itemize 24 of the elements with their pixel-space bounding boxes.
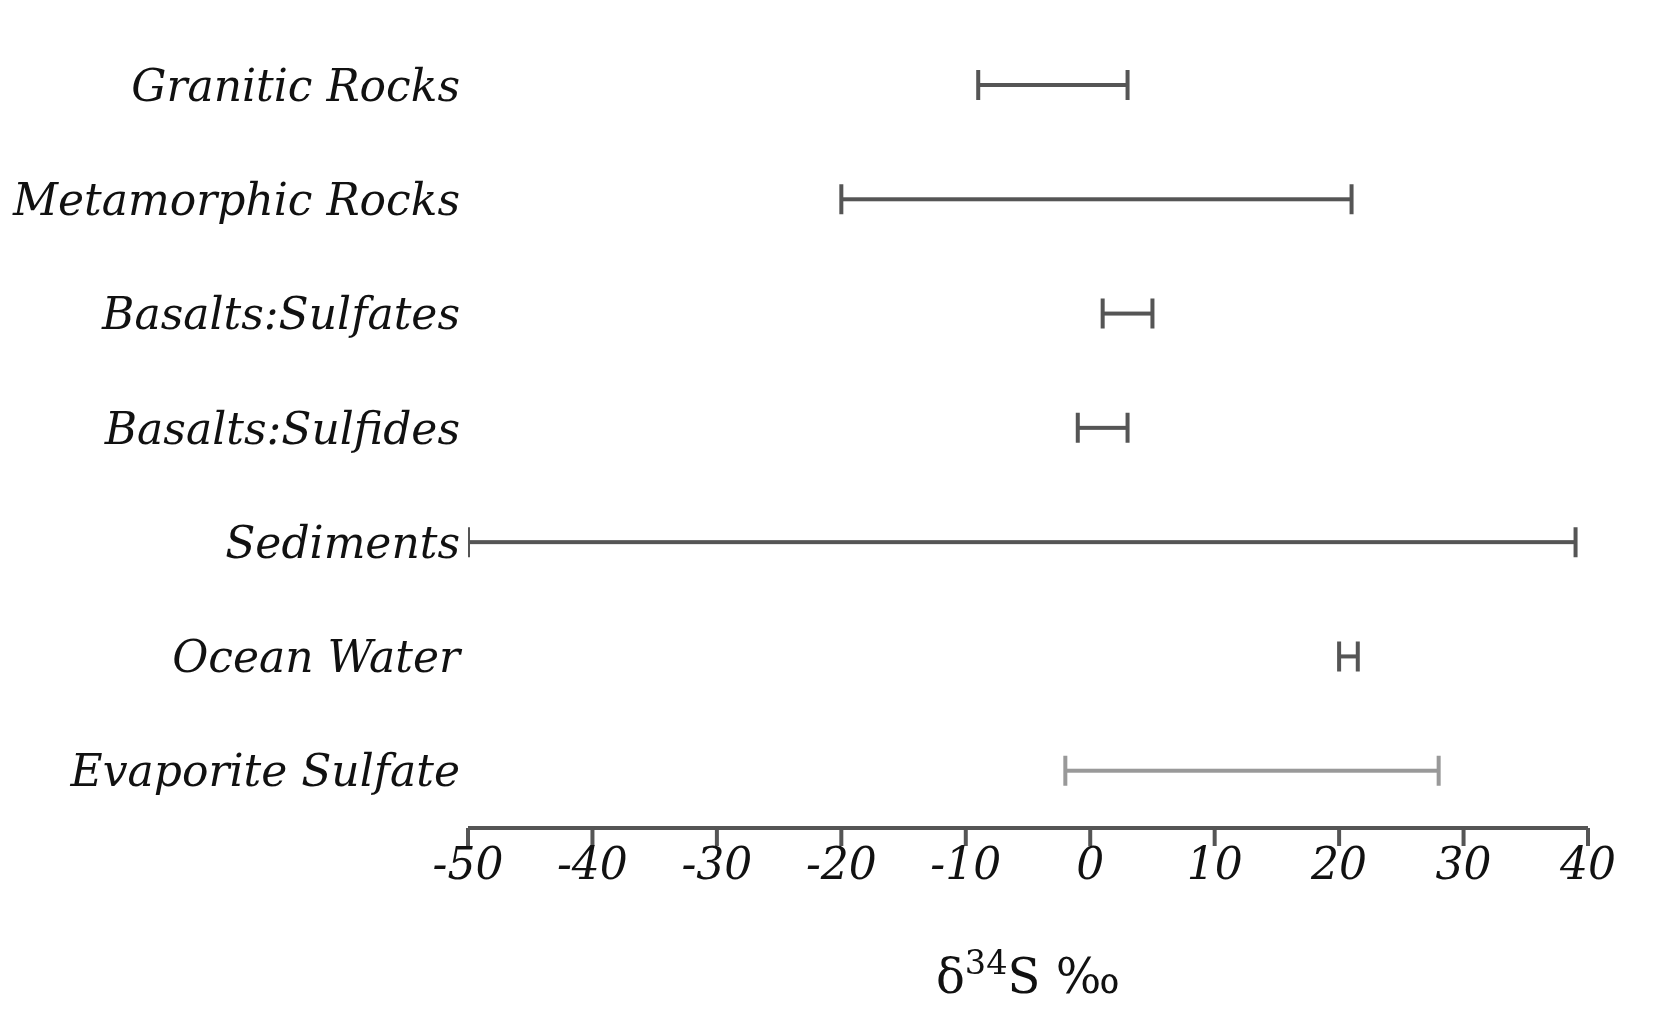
y-tick-label: Basalts:Sulfides — [103, 402, 460, 454]
y-tick-label: Granitic Rocks — [131, 59, 460, 111]
x-tick-label: 40 — [1559, 838, 1616, 890]
y-tick-label: Evaporite Sulfate — [69, 745, 460, 797]
x-tick-label: -20 — [805, 838, 877, 890]
x-tick-label: -30 — [681, 838, 753, 890]
y-tick-label: Ocean Water — [172, 631, 463, 683]
bar — [1065, 768, 1439, 773]
x-tick-label: 30 — [1435, 838, 1492, 890]
y-tick-label: Basalts:Sulfates — [101, 288, 460, 340]
y-tick-label: Metamorphic Rocks — [12, 174, 460, 226]
x-axis-title: δ$^{34}$S ‰ — [935, 942, 1121, 1004]
x-tick-label: -10 — [930, 838, 1002, 890]
bar — [841, 197, 1352, 202]
bar — [468, 540, 1576, 545]
x-tick-label: 0 — [1076, 838, 1105, 890]
x-tick-label: 20 — [1310, 838, 1368, 890]
x-tick-label: -50 — [432, 838, 504, 890]
y-tick-label: Sediments — [225, 516, 460, 568]
bar — [1077, 425, 1128, 430]
bar — [978, 83, 1128, 87]
bar — [1102, 311, 1153, 316]
x-tick-label: -40 — [557, 838, 628, 890]
x-tick-label: 10 — [1186, 838, 1243, 890]
